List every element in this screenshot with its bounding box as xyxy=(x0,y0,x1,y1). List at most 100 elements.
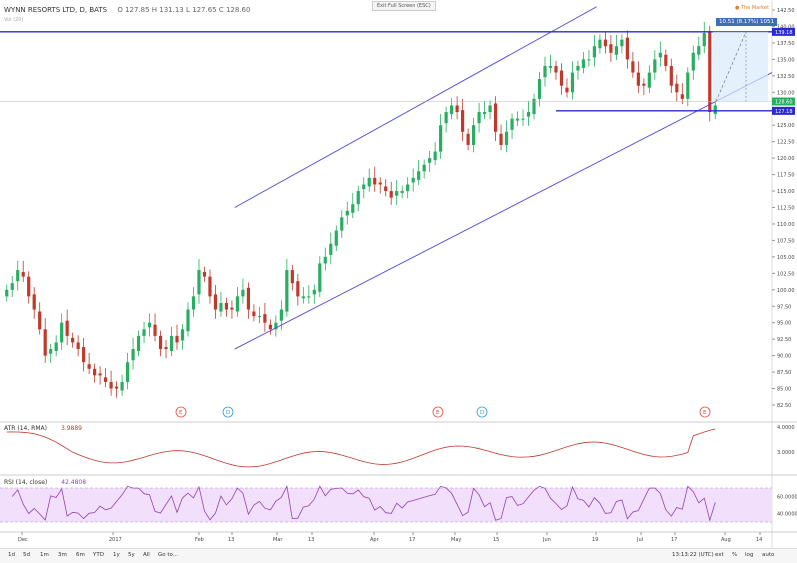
candle-body xyxy=(526,112,531,117)
dividend-marker xyxy=(476,406,488,418)
candle-body xyxy=(318,263,322,292)
ohlc-readout: O 127.85 H 131.13 L 127.65 C 128.60 xyxy=(117,6,251,14)
candle-body xyxy=(400,191,404,194)
candle-body xyxy=(340,217,344,231)
candle-body xyxy=(109,381,113,389)
price-tick-label: 115.00 xyxy=(777,189,795,195)
goto-button[interactable]: Go to... xyxy=(158,552,179,558)
candle-body xyxy=(411,177,415,183)
price-tick-label: 142.50 xyxy=(777,8,795,14)
range-6m-button[interactable]: 6m xyxy=(76,552,85,558)
channel-upper-line xyxy=(234,6,597,208)
candle-body xyxy=(131,349,135,361)
exit-fullscreen-button[interactable]: Exit Full Screen (ESC) xyxy=(372,1,436,11)
time-tick-label: 13 xyxy=(228,537,234,543)
candle-body xyxy=(543,65,547,78)
candle-body xyxy=(609,44,613,53)
candle-body xyxy=(603,39,608,47)
symbol-header: WYNN RESORTS LTD, D, BATS O 127.85 H 131… xyxy=(4,6,250,14)
candle-body xyxy=(636,72,640,86)
candle-body xyxy=(669,65,673,86)
channel-lower-line xyxy=(234,72,773,350)
candle-body xyxy=(378,182,382,185)
range-5d-button[interactable]: 5d xyxy=(23,552,30,558)
candle-body xyxy=(197,270,201,295)
candle-body xyxy=(493,103,498,132)
earnings-marker-label: E xyxy=(179,410,183,416)
candle-body xyxy=(71,337,75,343)
candle-body xyxy=(93,368,97,376)
candle-body xyxy=(450,105,454,115)
range-all-button[interactable]: All xyxy=(143,552,150,558)
log-toggle[interactable]: log xyxy=(745,552,754,558)
candle-body xyxy=(680,94,684,99)
price-tick-label: 87.50 xyxy=(777,370,791,376)
price-tick-label: 130.00 xyxy=(777,90,795,96)
candle-body xyxy=(587,59,591,61)
candle-body xyxy=(532,98,536,115)
rsi-tick-label: 40.0000 xyxy=(777,512,797,518)
candle-body xyxy=(697,46,701,55)
candle-body xyxy=(658,52,662,58)
atr-value: 3.9889 xyxy=(60,425,82,432)
percent-toggle[interactable]: % xyxy=(732,552,738,558)
earnings-marker-label: E xyxy=(703,410,707,416)
range-ytd-button[interactable]: YTD xyxy=(93,552,104,558)
candle-body xyxy=(230,307,234,310)
candle-body xyxy=(10,283,14,290)
candle-body xyxy=(461,110,465,132)
auto-toggle[interactable]: auto xyxy=(762,552,775,558)
rsi-tick-label: 60.0000 xyxy=(777,495,797,501)
candle-body xyxy=(16,270,20,282)
range-3m-button[interactable]: 3m xyxy=(58,552,67,558)
candle-body xyxy=(537,79,542,99)
candle-body xyxy=(38,311,42,330)
time-tick-label: Mar xyxy=(273,537,283,543)
candle-body xyxy=(279,309,283,321)
candle-body xyxy=(713,105,717,115)
range-5y-button[interactable]: 5y xyxy=(128,552,135,558)
candle-body xyxy=(180,329,185,341)
candle-body xyxy=(104,377,108,382)
candle-body xyxy=(367,177,371,187)
earnings-marker xyxy=(432,406,444,418)
price-chart[interactable]: 142.50 140.00 137.50 135.00 132.50 130.00 127.… xyxy=(0,0,797,548)
price-tick-label: 90.00 xyxy=(777,354,791,360)
rsi-title: RSI (14, close) xyxy=(4,479,48,486)
candle-body xyxy=(147,322,152,328)
price-tick-label: 132.50 xyxy=(777,74,795,80)
range-1d-button[interactable]: 1d xyxy=(8,552,15,558)
price-tick-label: 110.00 xyxy=(777,222,795,228)
price-tick-label: 92.50 xyxy=(777,337,791,343)
ext-toggle[interactable]: ext xyxy=(715,552,724,558)
candle-body xyxy=(702,33,706,47)
candle-body xyxy=(510,118,514,130)
rsi-value: 42.4808 xyxy=(61,479,87,486)
range-1y-button[interactable]: 1y xyxy=(113,552,120,558)
candle-body xyxy=(235,296,240,312)
candle-body xyxy=(488,105,492,113)
atr-tick-label: 4.0000 xyxy=(777,425,795,431)
time-tick-label: 17 xyxy=(409,537,415,543)
price-tick-label: 105.00 xyxy=(777,255,795,261)
candle-body xyxy=(82,347,86,363)
candle-body xyxy=(598,39,602,49)
candle-body xyxy=(153,324,157,336)
price-tick-label: 137.50 xyxy=(777,41,795,47)
time-tick-label: 15 xyxy=(493,537,499,543)
price-tick-label: 117.50 xyxy=(777,173,795,179)
candle-body xyxy=(213,294,218,310)
candle-body xyxy=(471,125,476,145)
candle-body xyxy=(395,191,399,196)
candle-body xyxy=(334,230,338,246)
price-tick-label: 102.50 xyxy=(777,271,795,277)
candle-body xyxy=(504,131,509,145)
dividend-marker xyxy=(222,406,234,418)
candle-body xyxy=(620,39,624,47)
volume-label: Vol (20) xyxy=(4,17,24,23)
candle-body xyxy=(5,289,9,297)
range-1m-button[interactable]: 1m xyxy=(40,552,49,558)
rsi-line xyxy=(11,485,716,522)
candle-body xyxy=(224,302,229,310)
candle-body xyxy=(351,204,355,213)
